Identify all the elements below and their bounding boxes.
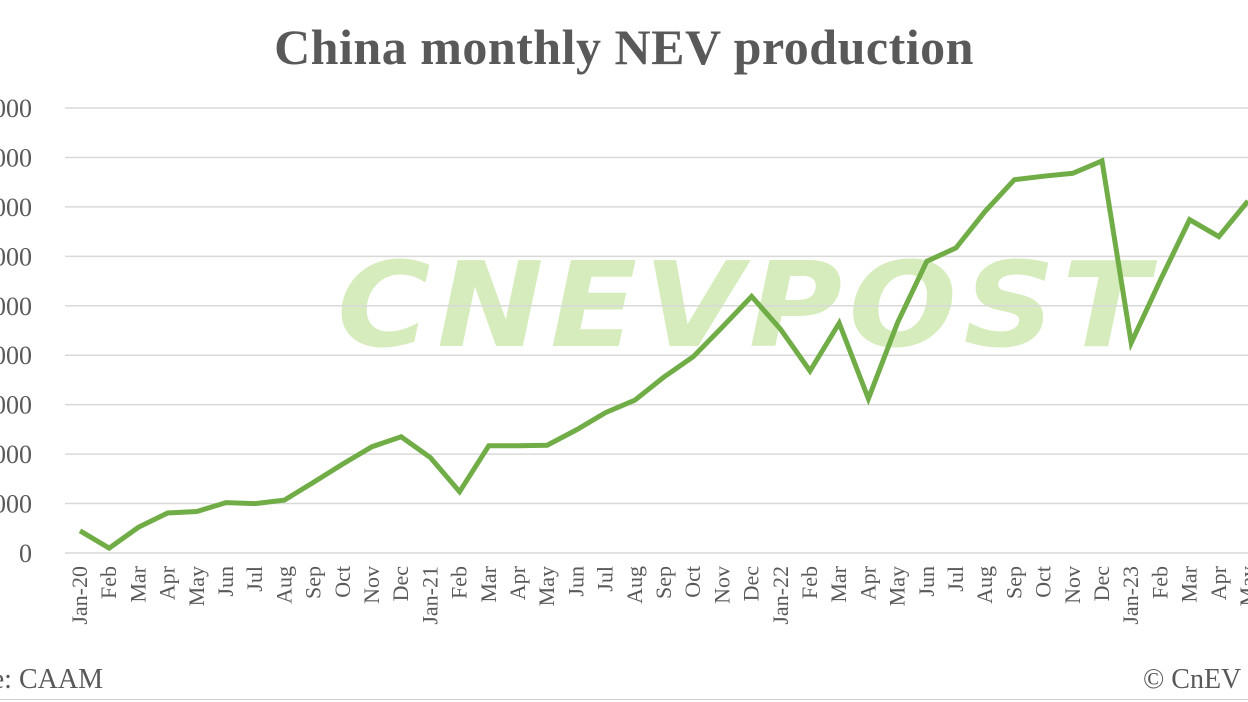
chart-title: China monthly NEV production bbox=[274, 19, 974, 75]
x-tick-label: May bbox=[885, 566, 910, 606]
source-note: rce: CAAM bbox=[0, 664, 103, 695]
x-tick-label: Jun bbox=[914, 566, 939, 597]
x-tick-label: May bbox=[534, 566, 559, 606]
x-tick-label: Apr bbox=[855, 565, 880, 600]
x-tick-label: Feb bbox=[797, 566, 822, 599]
x-tick-label: Apr bbox=[505, 565, 530, 600]
x-tick-label: Aug bbox=[622, 566, 647, 604]
x-tick-label: Mar bbox=[125, 565, 150, 602]
y-tick-label: 000 bbox=[0, 391, 32, 420]
x-tick-label: Dec bbox=[739, 566, 764, 602]
x-tick-label: Feb bbox=[447, 566, 472, 599]
x-tick-label: Nov bbox=[1060, 566, 1085, 604]
x-tick-label: Oct bbox=[680, 566, 705, 598]
x-tick-label: Mar bbox=[476, 565, 501, 602]
x-tick-label: Jul bbox=[242, 566, 267, 592]
x-tick-label: Oct bbox=[1031, 566, 1056, 598]
y-tick-label: 000 bbox=[0, 341, 32, 370]
x-tick-label: Oct bbox=[330, 566, 355, 598]
x-tick-label: Aug bbox=[271, 566, 296, 604]
x-tick-label: Dec bbox=[388, 566, 413, 602]
x-tick-label: Jan-22 bbox=[768, 566, 793, 625]
x-tick-label: Mar bbox=[826, 565, 851, 602]
bottom-divider bbox=[0, 699, 1248, 700]
series-line bbox=[78, 157, 1248, 552]
x-tick-label: Sep bbox=[301, 566, 326, 599]
y-tick-label: 0 bbox=[19, 539, 32, 568]
x-tick-label: Jun bbox=[213, 566, 238, 597]
x-tick-label: Jun bbox=[563, 566, 588, 597]
x-tick-label: Apr bbox=[1206, 565, 1231, 600]
x-tick-label: Jul bbox=[943, 566, 968, 592]
x-tick-label: Nov bbox=[359, 566, 384, 604]
y-tick-label: 000 bbox=[0, 490, 32, 519]
x-tick-label: Sep bbox=[651, 566, 676, 599]
x-tick-label: Apr bbox=[155, 565, 180, 600]
x-tick-label: Sep bbox=[1001, 566, 1026, 599]
x-tick-label: Jan-21 bbox=[417, 566, 442, 625]
x-tick-label: Dec bbox=[1089, 566, 1114, 602]
y-tick-label: 000 bbox=[0, 143, 32, 172]
x-tick-label: Jan-23 bbox=[1118, 566, 1143, 625]
x-tick-label: Mar bbox=[1177, 565, 1202, 602]
y-tick-label: 000 bbox=[0, 292, 32, 321]
y-tick-label: 000 bbox=[0, 193, 32, 222]
x-tick-label: Aug bbox=[972, 566, 997, 604]
credit-note: © CnEV bbox=[1143, 664, 1242, 695]
y-tick-label: 000 bbox=[0, 242, 32, 271]
x-tick-label: Feb bbox=[96, 566, 121, 599]
y-tick-label: 000 bbox=[0, 440, 32, 469]
x-tick-label: Nov bbox=[709, 566, 734, 604]
x-tick-label: Feb bbox=[1147, 566, 1172, 599]
y-tick-label: 000 bbox=[0, 94, 32, 123]
x-tick-label: May bbox=[184, 566, 209, 606]
x-tick-label: Jan-20 bbox=[67, 566, 92, 625]
x-tick-label: Jul bbox=[593, 566, 618, 592]
x-tick-label: May bbox=[1235, 566, 1248, 606]
